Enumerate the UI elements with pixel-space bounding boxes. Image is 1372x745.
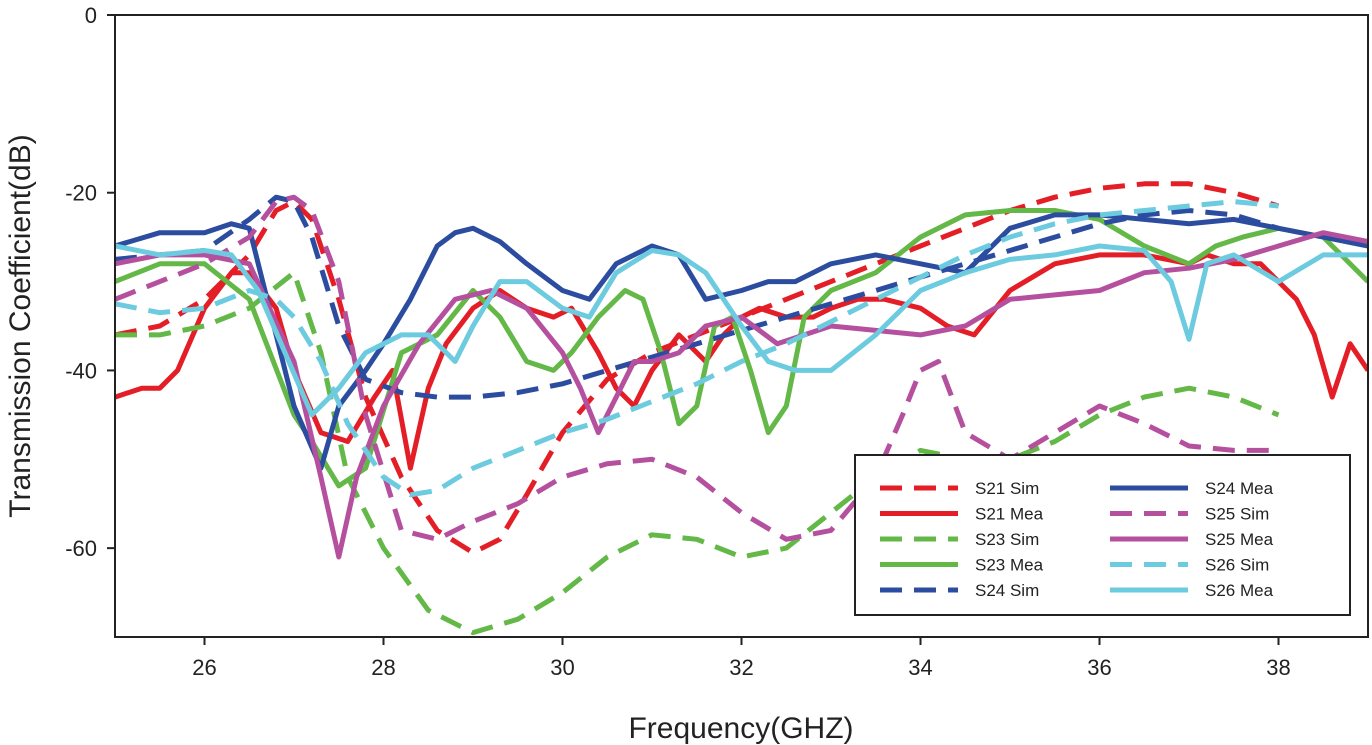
axis-ticks: 26 28 30 32 34 36 38 0 -20 -40 -60 — [65, 3, 1291, 680]
series-line-s25-mea — [115, 230, 1368, 560]
y-tick-label: -60 — [65, 536, 97, 561]
x-tick-label: 28 — [371, 655, 395, 680]
y-tick-label: -20 — [65, 181, 97, 206]
x-tick-label: 36 — [1087, 655, 1111, 680]
legend-label-s21-sim: S21 Sim — [975, 479, 1039, 498]
legend-label-s25-mea: S25 Mea — [1205, 530, 1274, 549]
y-tick-label: 0 — [85, 3, 97, 28]
series-line-s25-sim — [115, 194, 1279, 542]
legend-label-s26-sim: S26 Sim — [1205, 556, 1269, 575]
legend-label-s23-mea: S23 Mea — [975, 556, 1044, 575]
series-line-s26-sim — [115, 199, 1279, 498]
legend-label-s24-sim: S24 Sim — [975, 581, 1039, 600]
y-tick-label: -40 — [65, 358, 97, 383]
legend: S21 Sim S21 Mea S23 Sim S23 Mea S24 Sim S24 M… — [854, 454, 1351, 616]
x-tick-label: 34 — [908, 655, 932, 680]
legend-box — [854, 454, 1351, 616]
series-line-s24-sim — [115, 194, 1280, 400]
series-layer — [115, 181, 1368, 636]
y-axis-title: Transmission Coefficient(dB) — [4, 134, 37, 517]
legend-label-s25-sim: S25 Sim — [1205, 505, 1269, 524]
x-tick-label: 32 — [729, 655, 753, 680]
series-line-s23-mea — [115, 208, 1368, 489]
x-axis-title: Frequency(GHZ) — [628, 712, 853, 745]
legend-label-s24-mea: S24 Mea — [1205, 479, 1274, 498]
legend-label-s23-sim: S23 Sim — [975, 530, 1039, 549]
legend-items: S21 Sim S21 Mea S23 Sim S23 Mea S24 Sim S24 M… — [880, 479, 1274, 600]
x-tick-label: 26 — [192, 655, 216, 680]
series-line-s24-mea — [115, 212, 1368, 471]
series-line-s26-mea — [115, 243, 1368, 418]
series-line-s21-sim — [115, 181, 1280, 556]
legend-label-s26-mea: S26 Mea — [1205, 581, 1274, 600]
x-tick-label: 30 — [550, 655, 574, 680]
legend-label-s21-mea: S21 Mea — [975, 505, 1044, 524]
x-tick-label: 38 — [1266, 655, 1290, 680]
